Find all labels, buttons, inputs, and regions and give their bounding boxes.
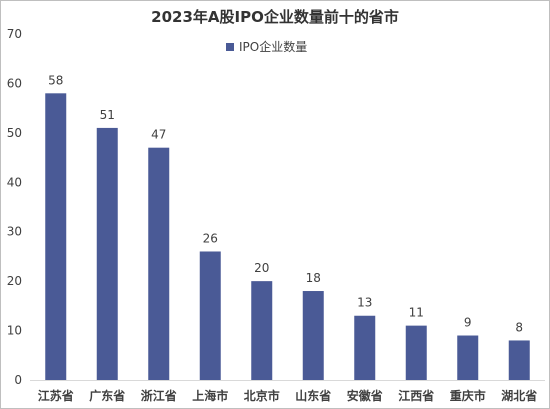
data-label: 8 [515,320,523,334]
chart-title: 2023年A股IPO企业数量前十的省市 [151,8,399,26]
data-label: 47 [151,128,166,142]
y-tick-label: 0 [14,373,22,387]
bar [302,291,324,380]
data-label: 18 [306,271,321,285]
data-label: 26 [203,231,218,245]
data-label: 58 [48,73,63,87]
category-label: 浙江省 [141,388,177,403]
y-tick-label: 60 [7,76,22,90]
y-tick-label: 10 [7,324,22,338]
bar [251,281,273,380]
category-label: 上海市 [192,388,228,403]
y-tick-label: 50 [7,126,22,140]
bar [199,251,221,380]
bar [96,127,118,381]
bar [405,325,427,380]
data-label: 9 [464,316,472,330]
category-label: 安徽省 [347,388,383,403]
bar [354,315,376,380]
y-tick-label: 70 [7,27,22,41]
bar [45,93,67,381]
bar [457,335,479,380]
data-label: 20 [254,261,269,275]
legend-label: IPO企业数量 [239,40,308,54]
category-label: 山东省 [295,388,331,403]
legend-swatch [226,42,234,51]
y-tick-label: 20 [7,274,22,288]
data-label: 51 [100,108,115,122]
category-label: 江西省 [398,388,434,403]
category-label: 江苏省 [38,388,74,403]
data-label: 11 [409,306,424,320]
data-label: 13 [357,296,372,310]
category-label: 重庆市 [450,388,486,403]
chart-legend: IPO企业数量 [226,38,307,55]
bar [148,147,170,380]
bar [508,340,530,380]
category-label: 湖北省 [501,388,537,403]
y-tick-label: 30 [7,225,22,239]
y-tick-label: 40 [7,175,22,189]
category-label: 北京市 [244,388,280,403]
category-label: 广东省 [89,388,125,403]
